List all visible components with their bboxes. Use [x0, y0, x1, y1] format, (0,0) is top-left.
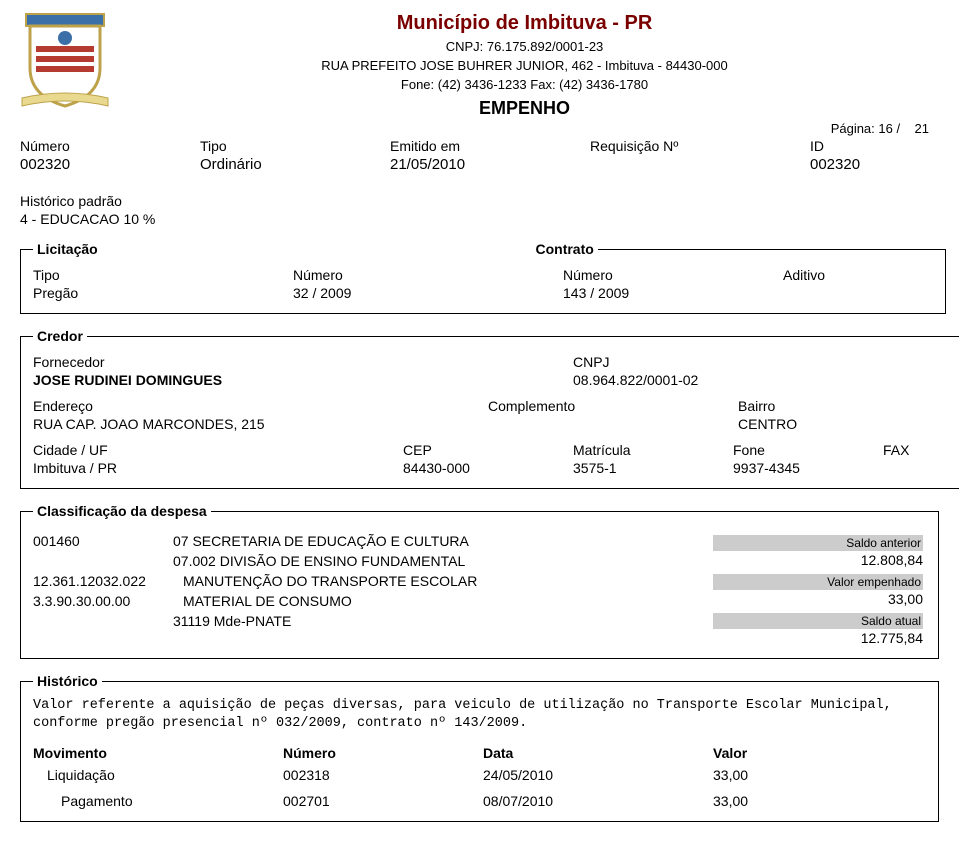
cl-text-0: 07 SECRETARIA DE EDUCAÇÃO E CULTURA	[173, 533, 713, 549]
value-requisicao	[590, 156, 810, 173]
value-cidade: Imbituva / PR	[33, 460, 403, 476]
label-endereco: Endereço	[33, 398, 488, 414]
value-cnpj: 08.964.822/0001-02	[573, 372, 753, 388]
header-phone: Fone: (42) 3436-1233 Fax: (42) 3436-1780	[110, 77, 939, 92]
cl-text-3: MATERIAL DE CONSUMO	[183, 593, 713, 609]
mov-1-valor: 33,00	[713, 793, 863, 809]
value-emitido: 21/05/2010	[390, 156, 590, 173]
value-valor-empenhado: 33,00	[713, 591, 923, 607]
header-cnpj: CNPJ: 76.175.892/0001-23	[110, 39, 939, 54]
cl-text-2: MANUTENÇÃO DO TRANSPORTE ESCOLAR	[183, 573, 713, 589]
label-complemento: Complemento	[488, 398, 738, 414]
label-cep: CEP	[403, 442, 573, 458]
value-complemento	[488, 416, 738, 432]
value-matricula: 3575-1	[573, 460, 733, 476]
label-historico-padrao: Histórico padrão	[20, 193, 939, 209]
page-indicator: Página: 16 / 21	[20, 121, 939, 136]
classificacao-box: Classificação da despesa 001460 07 SECRE…	[20, 503, 939, 659]
legend-credor: Credor	[33, 328, 87, 344]
value-saldo-atual: 12.775,84	[713, 630, 923, 646]
label-contrato-numero: Número	[563, 267, 783, 283]
label-fone: Fone	[733, 442, 883, 458]
value-tipo: Ordinário	[200, 156, 390, 173]
label-mov-data: Data	[483, 745, 713, 761]
legend-contrato: Contrato	[535, 241, 593, 257]
value-numero: 002320	[20, 156, 200, 173]
label-emitido: Emitido em	[390, 138, 590, 154]
label-tipo: Tipo	[200, 138, 390, 154]
label-aditivo: Aditivo	[783, 267, 933, 283]
legend-classificacao: Classificação da despesa	[33, 503, 211, 519]
label-mov-numero: Número	[283, 745, 483, 761]
label-fornecedor: Fornecedor	[33, 354, 573, 370]
cl-text-4: 31119 Mde-PNATE	[173, 613, 713, 629]
label-saldo-anterior: Saldo anterior	[713, 535, 923, 551]
label-movimento: Movimento	[33, 745, 283, 761]
label-numero: Número	[20, 138, 200, 154]
value-lic-numero: 32 / 2009	[293, 285, 563, 301]
cl-text-1: 07.002 DIVISÃO DE ENSINO FUNDAMENTAL	[173, 553, 713, 569]
historico-box: Histórico Valor referente a aquisição de…	[20, 673, 939, 822]
value-contrato-numero: 143 / 2009	[563, 285, 783, 301]
label-id: ID	[810, 138, 910, 154]
mov-1-data: 08/07/2010	[483, 793, 713, 809]
municipality-title: Município de Imbituva - PR	[110, 12, 939, 35]
label-fax: FAX	[883, 442, 959, 458]
label-mov-valor: Valor	[713, 745, 863, 761]
value-fax	[883, 460, 959, 476]
value-id: 002320	[810, 156, 910, 173]
mov-0-type: Liquidação	[33, 767, 283, 783]
value-aditivo	[783, 285, 933, 301]
label-bairro: Bairro	[738, 398, 918, 414]
header-address: RUA PREFEITO JOSE BUHRER JUNIOR, 462 - I…	[110, 58, 939, 73]
value-fone: 9937-4345	[733, 460, 883, 476]
label-matricula: Matrícula	[573, 442, 733, 458]
value-endereco: RUA CAP. JOAO MARCONDES, 215	[33, 416, 488, 432]
municipal-crest	[20, 10, 110, 110]
value-historico-padrao: 4 - EDUCACAO 10 %	[20, 211, 939, 227]
label-cidade: Cidade / UF	[33, 442, 403, 458]
label-cnpj: CNPJ	[573, 354, 753, 370]
cl-code-2: 12.361.12032.022	[33, 573, 183, 589]
cl-code-3: 3.3.90.30.00.00	[33, 593, 183, 609]
value-lic-tipo: Pregão	[33, 285, 293, 301]
mov-1-num: 002701	[283, 793, 483, 809]
historico-text: Valor referente a aquisição de peças div…	[33, 697, 926, 733]
cl-code-0: 001460	[33, 533, 173, 549]
value-cep: 84430-000	[403, 460, 573, 476]
page-label: Página: 16 /	[831, 121, 900, 136]
label-lic-tipo: Tipo	[33, 267, 293, 283]
credor-box: Credor Fornecedor CNPJ JOSE RUDINEI DOMI…	[20, 328, 959, 489]
licitacao-box: Licitação Contrato Tipo Número Número Ad…	[20, 241, 946, 314]
mov-0-data: 24/05/2010	[483, 767, 713, 783]
legend-historico: Histórico	[33, 673, 102, 689]
label-requisicao: Requisição Nº	[590, 138, 810, 154]
page-total: 21	[915, 121, 929, 136]
cl-code-1	[33, 553, 173, 569]
mov-0-valor: 33,00	[713, 767, 863, 783]
label-valor-empenhado: Valor empenhado	[713, 574, 923, 590]
legend-licitacao: Licitação	[37, 241, 98, 257]
value-fornecedor: JOSE RUDINEI DOMINGUES	[33, 372, 573, 388]
value-saldo-anterior: 12.808,84	[713, 552, 923, 568]
mov-0-num: 002318	[283, 767, 483, 783]
value-bairro: CENTRO	[738, 416, 918, 432]
label-saldo-atual: Saldo atual	[713, 613, 923, 629]
label-lic-numero: Número	[293, 267, 563, 283]
cl-code-4	[33, 613, 173, 629]
mov-1-type: Pagamento	[33, 793, 283, 809]
document-type: EMPENHO	[110, 98, 939, 119]
